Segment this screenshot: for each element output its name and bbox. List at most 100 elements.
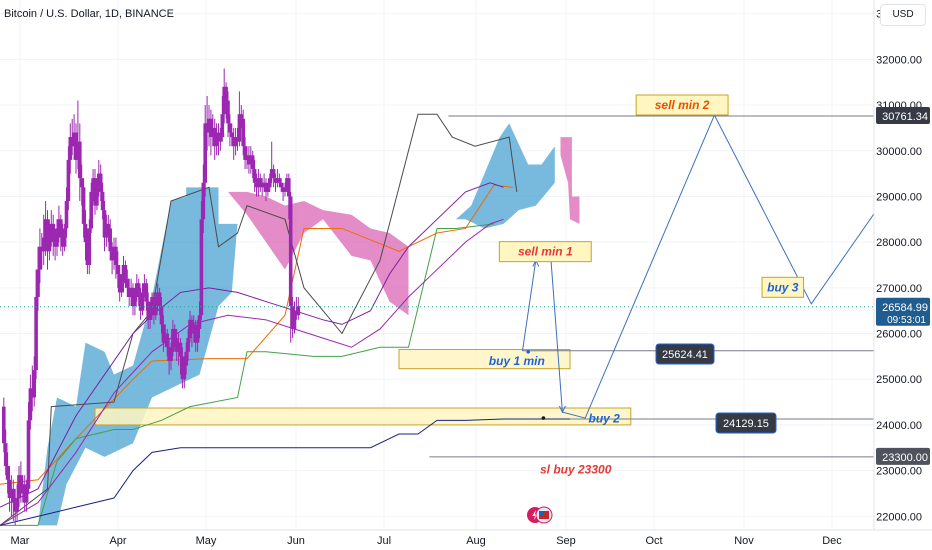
candle-body <box>180 356 185 380</box>
candle-body <box>22 484 27 503</box>
candle-body <box>288 196 293 307</box>
candle-body <box>169 351 173 361</box>
candle-body <box>144 283 149 302</box>
candle-7 <box>15 484 19 521</box>
candle-15 <box>30 365 35 412</box>
candle-13 <box>26 402 31 494</box>
indicator-lines <box>0 113 570 526</box>
candle-134 <box>256 169 261 197</box>
time-tick-jun: Jun <box>287 535 305 547</box>
buy-3-label-text: buy 3 <box>767 280 799 294</box>
candle-body <box>5 466 10 480</box>
candle-58 <box>112 237 116 270</box>
level-badge-text: 24129.15 <box>723 418 769 430</box>
candle-84 <box>161 315 166 352</box>
candle-body <box>262 182 266 188</box>
candle-body <box>85 242 90 265</box>
candle-body <box>285 178 289 188</box>
candle-113 <box>216 123 221 156</box>
candle-body <box>222 86 226 115</box>
candle-5 <box>11 479 16 521</box>
sell-min-1-label: sell min 1 <box>498 241 592 263</box>
axis-level-23300.00: 23300.00 <box>876 447 930 465</box>
candle-33 <box>64 187 69 238</box>
candle-23 <box>45 210 50 270</box>
candle-body <box>140 292 145 311</box>
candle-39 <box>76 100 80 170</box>
candle-69 <box>133 287 137 316</box>
buy-2-label: buy 2 <box>589 411 621 425</box>
candle-body <box>165 333 169 348</box>
candle-135 <box>258 173 263 192</box>
candle-140 <box>268 173 272 192</box>
candle-154 <box>294 296 299 320</box>
candle-146 <box>279 178 283 192</box>
candle-body <box>1 406 6 444</box>
candle-body <box>163 333 168 343</box>
candle-104 <box>199 201 204 320</box>
candle-57 <box>110 242 114 275</box>
candle-body <box>100 191 105 211</box>
candle-142 <box>271 164 276 188</box>
price-tick-3: 30000.00 <box>876 146 922 158</box>
candle-body <box>110 251 114 261</box>
candle-body <box>294 310 299 316</box>
candle-52 <box>100 182 105 220</box>
candle-body <box>283 187 287 192</box>
buy-1-min-label: buy 1 min <box>489 354 545 368</box>
candle-96 <box>184 342 188 375</box>
candle-9 <box>19 461 23 503</box>
candle-143 <box>273 173 278 192</box>
buy-1-min-label-text: buy 1 min <box>489 354 545 368</box>
currency-selector[interactable]: USD <box>880 4 926 26</box>
news-events-icon[interactable] <box>527 506 553 524</box>
candle-body <box>212 127 217 147</box>
candle-body <box>81 187 86 224</box>
candle-body <box>203 123 207 183</box>
candle-50 <box>97 159 101 197</box>
candle-body <box>106 223 111 229</box>
candle-body <box>173 328 177 339</box>
candle-body <box>59 219 63 238</box>
price-tick-5: 28000.00 <box>876 237 922 249</box>
candle-body <box>218 137 223 142</box>
candle-79 <box>152 292 156 325</box>
candle-body <box>76 141 80 160</box>
candle-body <box>258 178 263 183</box>
candle-body <box>209 118 213 138</box>
last-price-bg <box>876 297 930 326</box>
symbol-title: Bitcoin / U.S. Dollar, 1D, BINANCE <box>4 8 174 20</box>
candle-132 <box>252 159 257 192</box>
candle-36 <box>70 118 74 156</box>
candle-80 <box>154 292 158 320</box>
buy-2-anchor <box>541 416 546 420</box>
horizontal-levels: 25624.41 24129.15 <box>429 115 874 458</box>
candle-148 <box>283 182 287 197</box>
candle-body <box>28 388 33 421</box>
candle-body <box>70 137 74 147</box>
candle-147 <box>281 182 285 202</box>
candle-76 <box>146 292 150 329</box>
arrow-down-head <box>558 405 566 414</box>
candle-27 <box>53 228 57 261</box>
candle-body <box>150 296 154 311</box>
candle-body <box>87 228 92 265</box>
candle-body <box>55 228 59 247</box>
candle-body <box>36 269 40 297</box>
candle-body <box>287 178 291 197</box>
candle-19 <box>38 228 42 284</box>
candle-body <box>11 488 16 503</box>
tenkan-line <box>0 184 514 485</box>
candle-body <box>230 132 234 138</box>
candle-53 <box>102 201 107 252</box>
candle-62 <box>119 274 124 297</box>
candle-body <box>268 178 272 188</box>
candle-body <box>228 123 232 133</box>
candle-55 <box>106 214 111 243</box>
candle-body <box>112 246 116 261</box>
candle-35 <box>68 123 73 174</box>
level-badge-25624.41: 25624.41 <box>655 343 715 365</box>
candle-body <box>34 296 38 371</box>
